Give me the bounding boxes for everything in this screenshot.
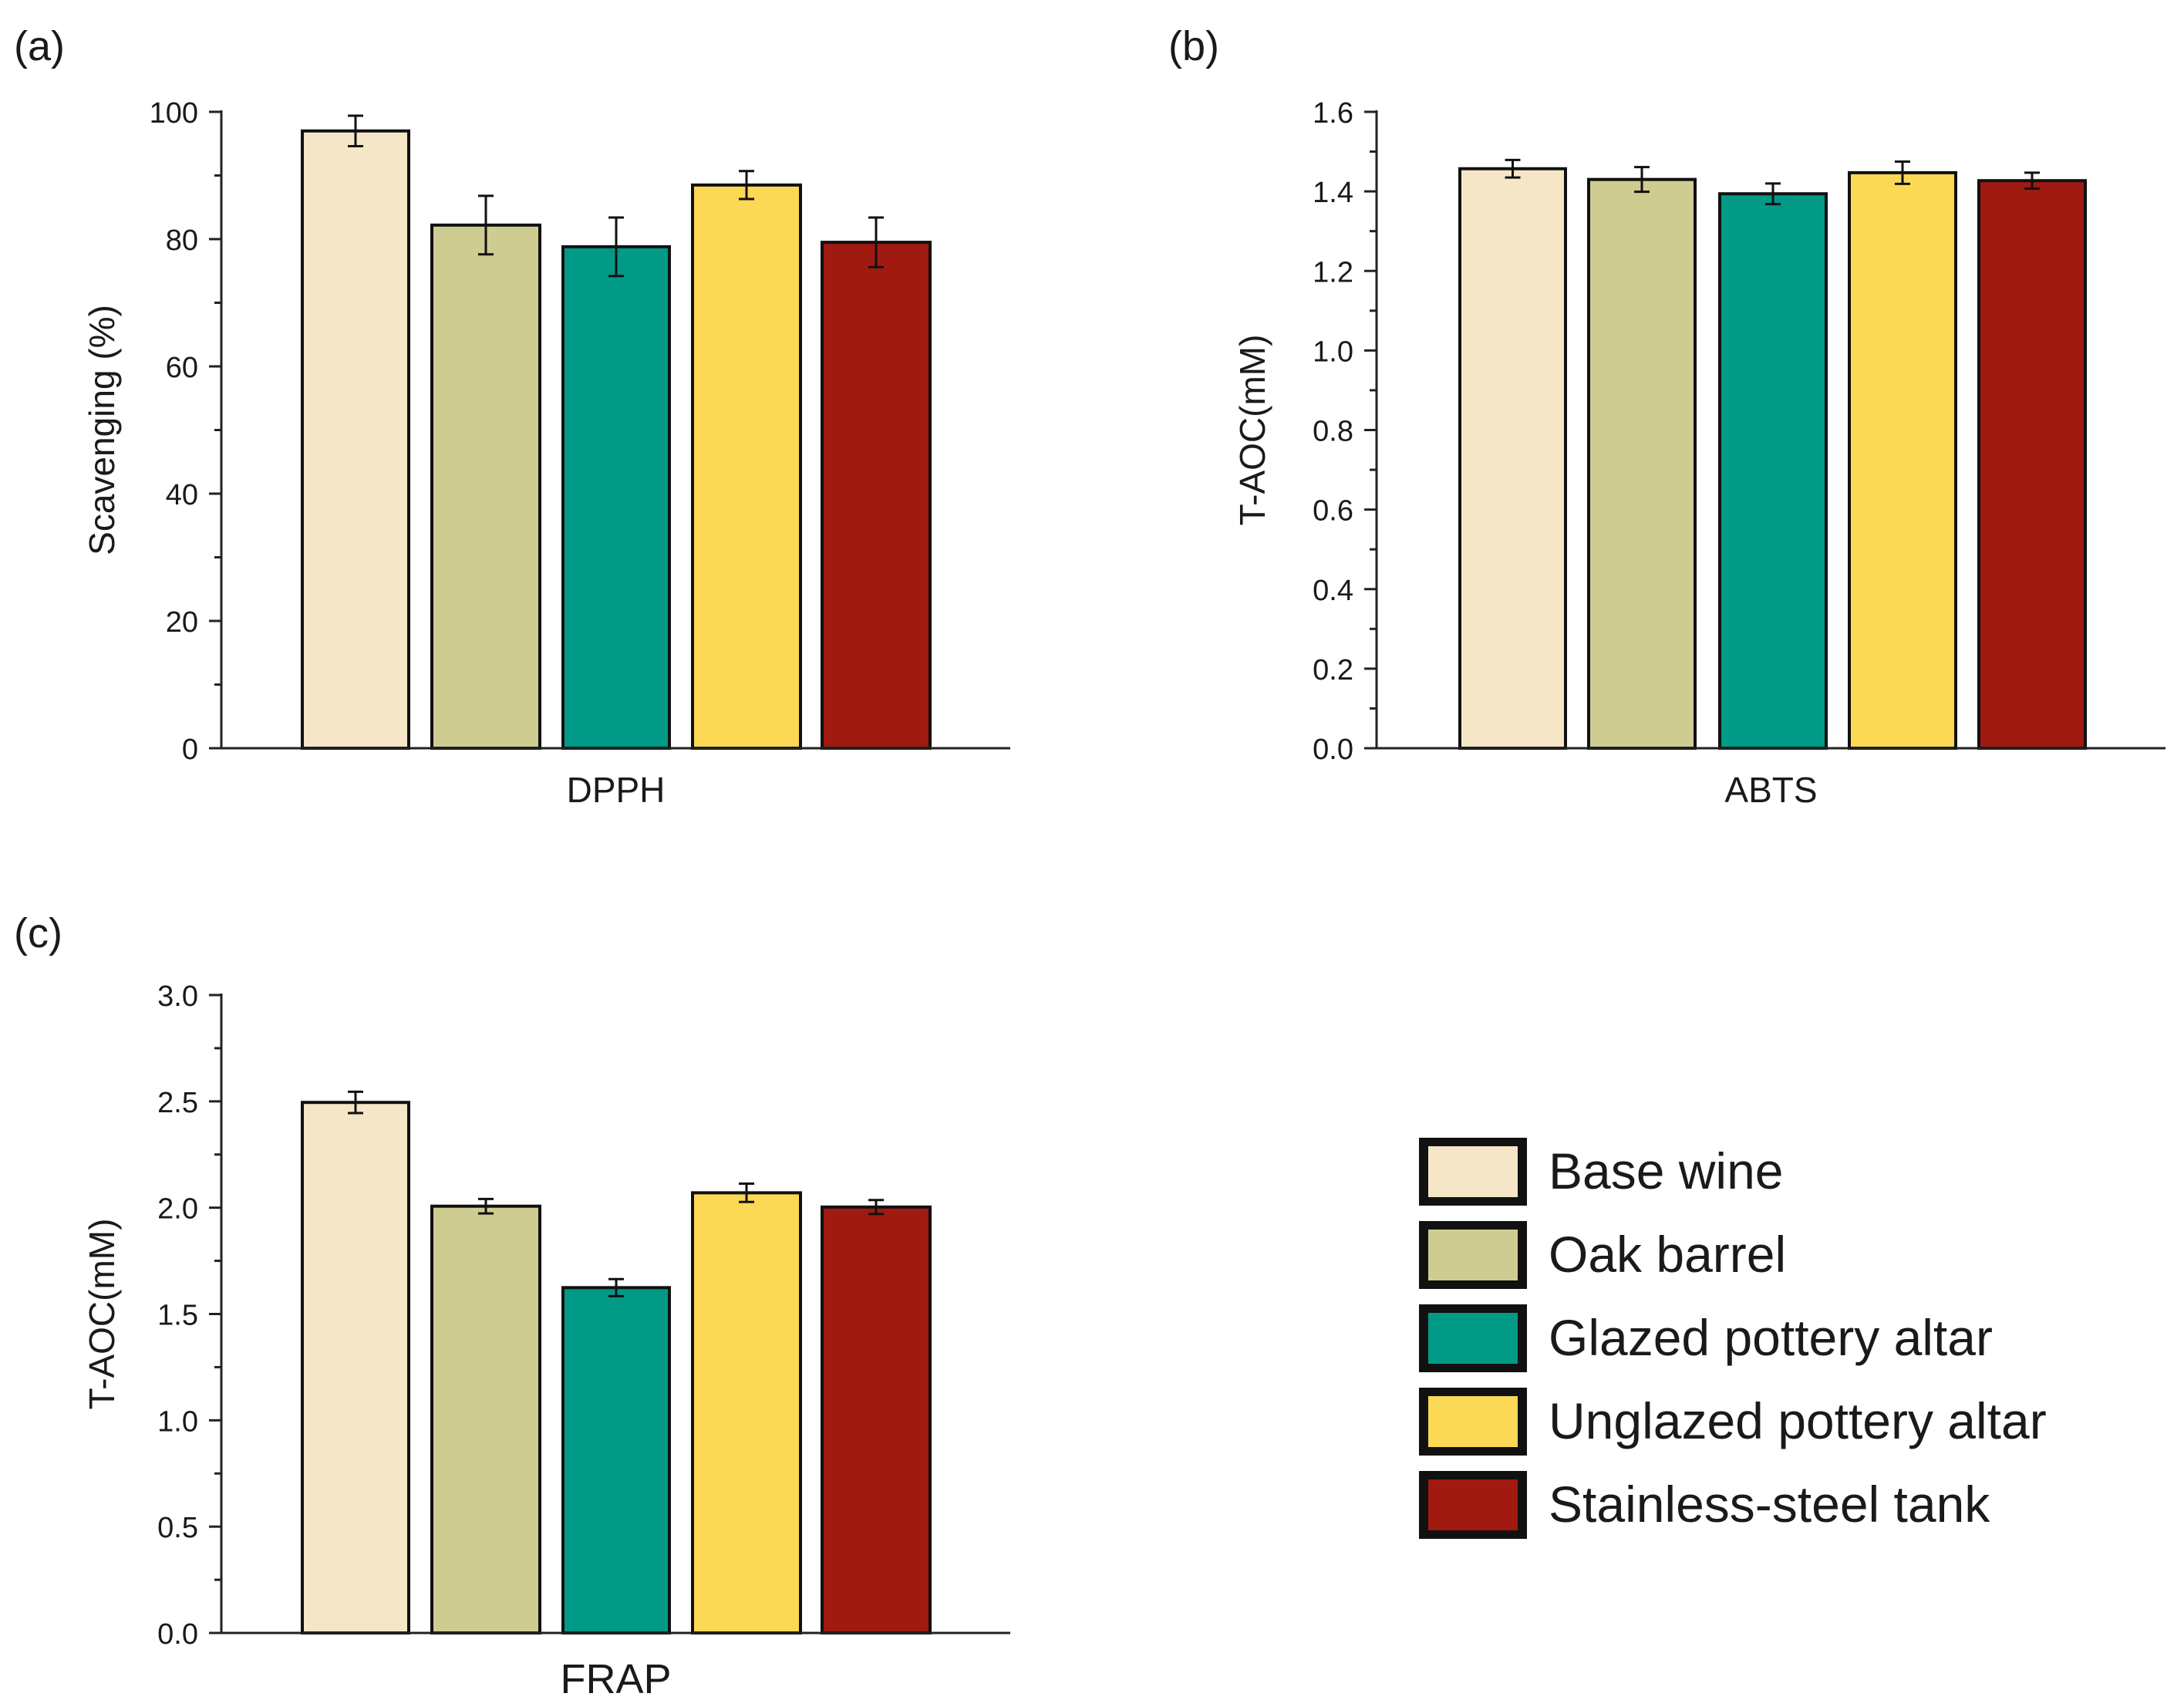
panel-a: (a) 0 20 40 60 80 100 DPPH Scavenging (%) [14, 23, 1010, 810]
y-tick-label: 0.6 [1313, 495, 1353, 528]
legend-item: Stainless-steel tank [1419, 1471, 1990, 1539]
legend-item: Glazed pottery altar [1419, 1304, 1993, 1372]
error-bar [739, 170, 754, 201]
y-tick-label: 100 [150, 97, 198, 130]
bar-oak-barrel [1587, 177, 1697, 750]
bar-stainless-steel-tank [821, 1205, 932, 1635]
y-tick-label: 0.0 [1313, 734, 1353, 766]
y-tick-label: 2.5 [157, 1087, 198, 1119]
x-axis-label: ABTS [1724, 770, 1817, 810]
y-tick-label: 0 [182, 734, 198, 766]
bar-unglazed-pottery-altar [691, 183, 802, 750]
y-tick-label: 1.6 [1313, 97, 1353, 130]
y-tick-label: 0.5 [157, 1512, 198, 1544]
y-axis-label: T-AOC(mM) [82, 1219, 122, 1410]
error-bar [2024, 171, 2040, 191]
legend-swatch [1428, 1313, 1518, 1364]
y-tick-label: 1.2 [1313, 256, 1353, 288]
y-tick-label: 0.2 [1313, 654, 1353, 687]
error-bar [608, 216, 624, 278]
error-bar [478, 194, 494, 256]
y-tick-label: 0.0 [157, 1618, 198, 1651]
bar-glazed-pottery-altar [561, 1286, 671, 1635]
y-tick-label: 3.0 [157, 980, 198, 1013]
bar-stainless-steel-tank [821, 241, 932, 750]
error-bar [868, 216, 884, 268]
y-tick-label: 1.5 [157, 1300, 198, 1332]
y-tick-label: 40 [166, 479, 198, 511]
y-tick-label: 0.4 [1313, 575, 1353, 607]
legend-label: Base wine [1549, 1142, 1784, 1199]
y-tick-label: 1.0 [157, 1405, 198, 1438]
bar-base-wine [301, 1101, 410, 1634]
error-bar [1765, 182, 1781, 206]
bar-oak-barrel [430, 223, 541, 751]
y-tick-label: 2.0 [157, 1193, 198, 1226]
bar-unglazed-pottery-altar [691, 1191, 802, 1634]
bar-base-wine [301, 129, 410, 750]
y-tick-label: 1.0 [1313, 336, 1353, 368]
legend-item: Unglazed pottery altar [1419, 1388, 2047, 1456]
error-bar [608, 1277, 624, 1297]
x-axis-label: FRAP [560, 1656, 671, 1702]
panel-label: (a) [14, 23, 65, 69]
bar-glazed-pottery-altar [561, 245, 671, 750]
panel-b: (b) 0.0 0.2 0.4 0.6 0.8 1.0 1.2 1.4 1.6 ABTS T-AOC(… [1168, 23, 2165, 810]
y-tick-label: 20 [166, 606, 198, 639]
bar-unglazed-pottery-altar [1848, 170, 1957, 750]
error-bar [1634, 166, 1650, 194]
y-axis-label: T-AOC(mM) [1232, 335, 1272, 526]
panel-label: (c) [14, 910, 62, 956]
error-bar [1895, 160, 1910, 185]
bar-base-wine [1458, 167, 1567, 750]
legend-swatch [1428, 1230, 1518, 1280]
y-axis-label: Scavenging (%) [82, 305, 122, 555]
bar-oak-barrel [430, 1204, 541, 1635]
error-bar [739, 1182, 754, 1203]
legend-item: Oak barrel [1419, 1221, 1786, 1289]
legend-swatch [1428, 1396, 1518, 1447]
legend-swatch [1428, 1479, 1518, 1530]
legend-swatch [1428, 1146, 1518, 1197]
error-bar [1505, 158, 1521, 179]
error-bar [868, 1199, 884, 1216]
error-bar [478, 1197, 494, 1215]
bar-stainless-steel-tank [1977, 179, 2087, 750]
chart-legend: Base wine Oak barrel Glazed pottery altar U… [1419, 1138, 2047, 1539]
y-tick-label: 0.8 [1313, 416, 1353, 448]
x-axis-label: DPPH [567, 770, 666, 810]
legend-label: Glazed pottery altar [1549, 1309, 1993, 1366]
error-bar [348, 114, 363, 148]
y-tick-label: 80 [166, 224, 198, 257]
y-tick-label: 60 [166, 352, 198, 384]
legend-label: Stainless-steel tank [1549, 1476, 1990, 1533]
legend-label: Unglazed pottery altar [1549, 1392, 2047, 1449]
bar-glazed-pottery-altar [1718, 192, 1828, 750]
legend-item: Base wine [1419, 1138, 1784, 1206]
panel-label: (b) [1168, 23, 1219, 69]
panel-c: (c) 0.0 0.5 1.0 1.5 2.0 2.5 3.0 FRAP T-AOC(mM) [14, 910, 1010, 1702]
chart-panels: (a) 0 20 40 60 80 100 DPPH Scavenging (%) (b) 0.0 0… [14, 23, 2165, 1702]
error-bar [348, 1090, 363, 1115]
y-tick-label: 1.4 [1313, 177, 1353, 209]
legend-label: Oak barrel [1549, 1226, 1786, 1283]
